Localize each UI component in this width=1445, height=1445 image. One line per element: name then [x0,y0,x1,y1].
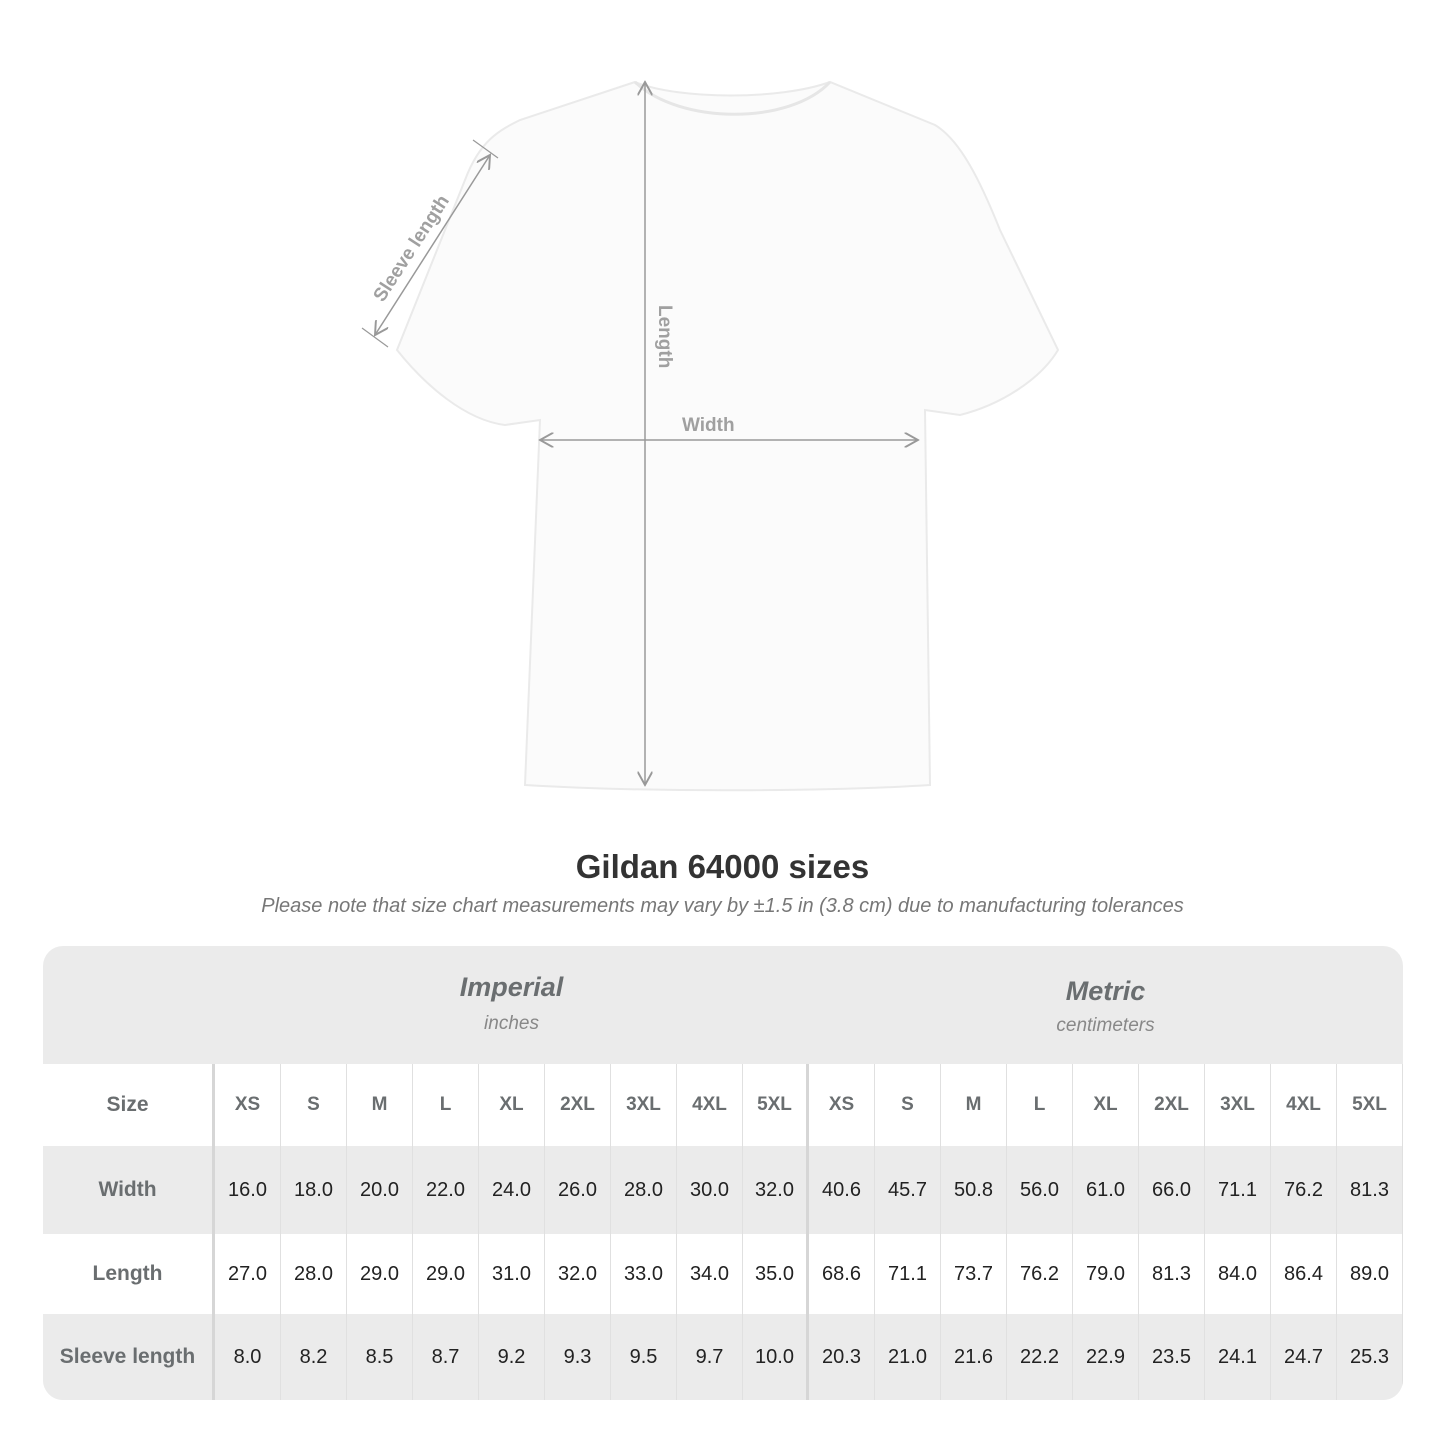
table-cell: 79.0 [1073,1234,1139,1314]
width-label: Width [682,415,735,436]
table-cell: 81.3 [1337,1146,1403,1234]
table-cell: 29.0 [413,1234,479,1314]
table-cell: 24.7 [1271,1314,1337,1400]
size-imperial-3xl: 3XL [611,1064,677,1146]
table-cell: 76.2 [1271,1146,1337,1234]
table-cell: 16.0 [215,1146,281,1234]
size-metric-4xl: 4XL [1271,1064,1337,1146]
table-cell: 22.2 [1007,1314,1073,1400]
table-cell: 71.1 [875,1234,941,1314]
table-cell: 73.7 [941,1234,1007,1314]
table-cell: 33.0 [611,1234,677,1314]
table-cell: 8.2 [281,1314,347,1400]
table-cell: 20.0 [347,1146,413,1234]
metric-header: Metric centimeters [808,946,1403,1064]
table-cell: 66.0 [1139,1146,1205,1234]
size-imperial-2xl: 2XL [545,1064,611,1146]
size-metric-xs: XS [809,1064,875,1146]
table-cell: 81.3 [1139,1234,1205,1314]
size-metric-l: L [1007,1064,1073,1146]
table-cell: 22.9 [1073,1314,1139,1400]
size-imperial-s: S [281,1064,347,1146]
table-cell: 71.1 [1205,1146,1271,1234]
tshirt-diagram: Sleeve length Length Width [361,0,1060,792]
table-cell: 9.5 [611,1314,677,1400]
row-label: Width [43,1146,215,1234]
table-cell: 86.4 [1271,1234,1337,1314]
table-cell: 30.0 [677,1146,743,1234]
sleeve-arrow [375,155,490,335]
table-cell: 40.6 [809,1146,875,1234]
table-cell: 28.0 [281,1234,347,1314]
table-cell: 24.1 [1205,1314,1271,1400]
size-metric-xl: XL [1073,1064,1139,1146]
size-header: Size [43,1064,215,1146]
size-metric-3xl: 3XL [1205,1064,1271,1146]
row-label: Sleeve length [43,1314,215,1400]
table-cell: 29.0 [347,1234,413,1314]
table-cell: 89.0 [1337,1234,1403,1314]
table-cell: 76.2 [1007,1234,1073,1314]
table-cell: 9.7 [677,1314,743,1400]
table-cell: 9.3 [545,1314,611,1400]
table-cell: 9.2 [479,1314,545,1400]
size-row: Size XS S M L XL 2XL 3XL 4XL 5XL XS S M L XL 2XL 3XL 4XL 5… [43,1064,1403,1146]
table-cell: 21.6 [941,1314,1007,1400]
table-cell: 61.0 [1073,1146,1139,1234]
table-cell: 25.3 [1337,1314,1403,1400]
table-cell: 26.0 [545,1146,611,1234]
table-cell: 45.7 [875,1146,941,1234]
metric-title: Metric [1065,976,1146,1006]
table-cell: 8.0 [215,1314,281,1400]
size-imperial-4xl: 4XL [677,1064,743,1146]
table-cell: 18.0 [281,1146,347,1234]
size-imperial-xl: XL [479,1064,545,1146]
size-imperial-m: M [347,1064,413,1146]
row-label: Length [43,1234,215,1314]
table-cell: 8.7 [413,1314,479,1400]
table-cell: 10.0 [743,1314,809,1400]
table-cell: 50.8 [941,1146,1007,1234]
table-cell: 28.0 [611,1146,677,1234]
table-cell: 24.0 [479,1146,545,1234]
table-cell: 22.0 [413,1146,479,1234]
table-cell: 27.0 [215,1234,281,1314]
table-cell: 68.6 [809,1234,875,1314]
table-cell: 84.0 [1205,1234,1271,1314]
table-cell: 21.0 [875,1314,941,1400]
size-imperial-5xl: 5XL [743,1064,809,1146]
table-cell: 34.0 [677,1234,743,1314]
tolerance-note: Please note that size chart measurements… [261,895,1184,917]
size-metric-2xl: 2XL [1139,1064,1205,1146]
metric-unit: centimeters [1056,1015,1155,1036]
size-metric-5xl: 5XL [1337,1064,1403,1146]
table-cell: 31.0 [479,1234,545,1314]
size-metric-m: M [941,1064,1007,1146]
table-cell: 32.0 [743,1146,809,1234]
imperial-header: Imperial inches [215,946,808,1064]
table-cell: 8.5 [347,1314,413,1400]
table-cell: 56.0 [1007,1146,1073,1234]
tshirt-shape [395,80,1060,792]
table-cell: 23.5 [1139,1314,1205,1400]
table-cell: 32.0 [545,1234,611,1314]
collar [633,80,832,116]
size-imperial-l: L [413,1064,479,1146]
imperial-unit: inches [484,1013,539,1034]
table-row: Width 16.0 18.0 20.0 22.0 24.0 26.0 28.0 30.0 32.… [43,1146,1403,1234]
size-table: Imperial inches Metric centimeters Size X… [43,946,1403,1400]
table-cell: 20.3 [809,1314,875,1400]
table-cell: 35.0 [743,1234,809,1314]
size-metric-s: S [875,1064,941,1146]
imperial-title: Imperial [459,972,564,1002]
table-row: Length 27.0 28.0 29.0 29.0 31.0 32.0 33.0 34.0 35… [43,1234,1403,1314]
table-row: Sleeve length 8.0 8.2 8.5 8.7 9.2 9.3 9.5 9.7 10.… [43,1314,1403,1400]
length-label: Length [654,305,675,368]
page-title: Gildan 64000 sizes [575,848,870,885]
size-imperial-xs: XS [215,1064,281,1146]
